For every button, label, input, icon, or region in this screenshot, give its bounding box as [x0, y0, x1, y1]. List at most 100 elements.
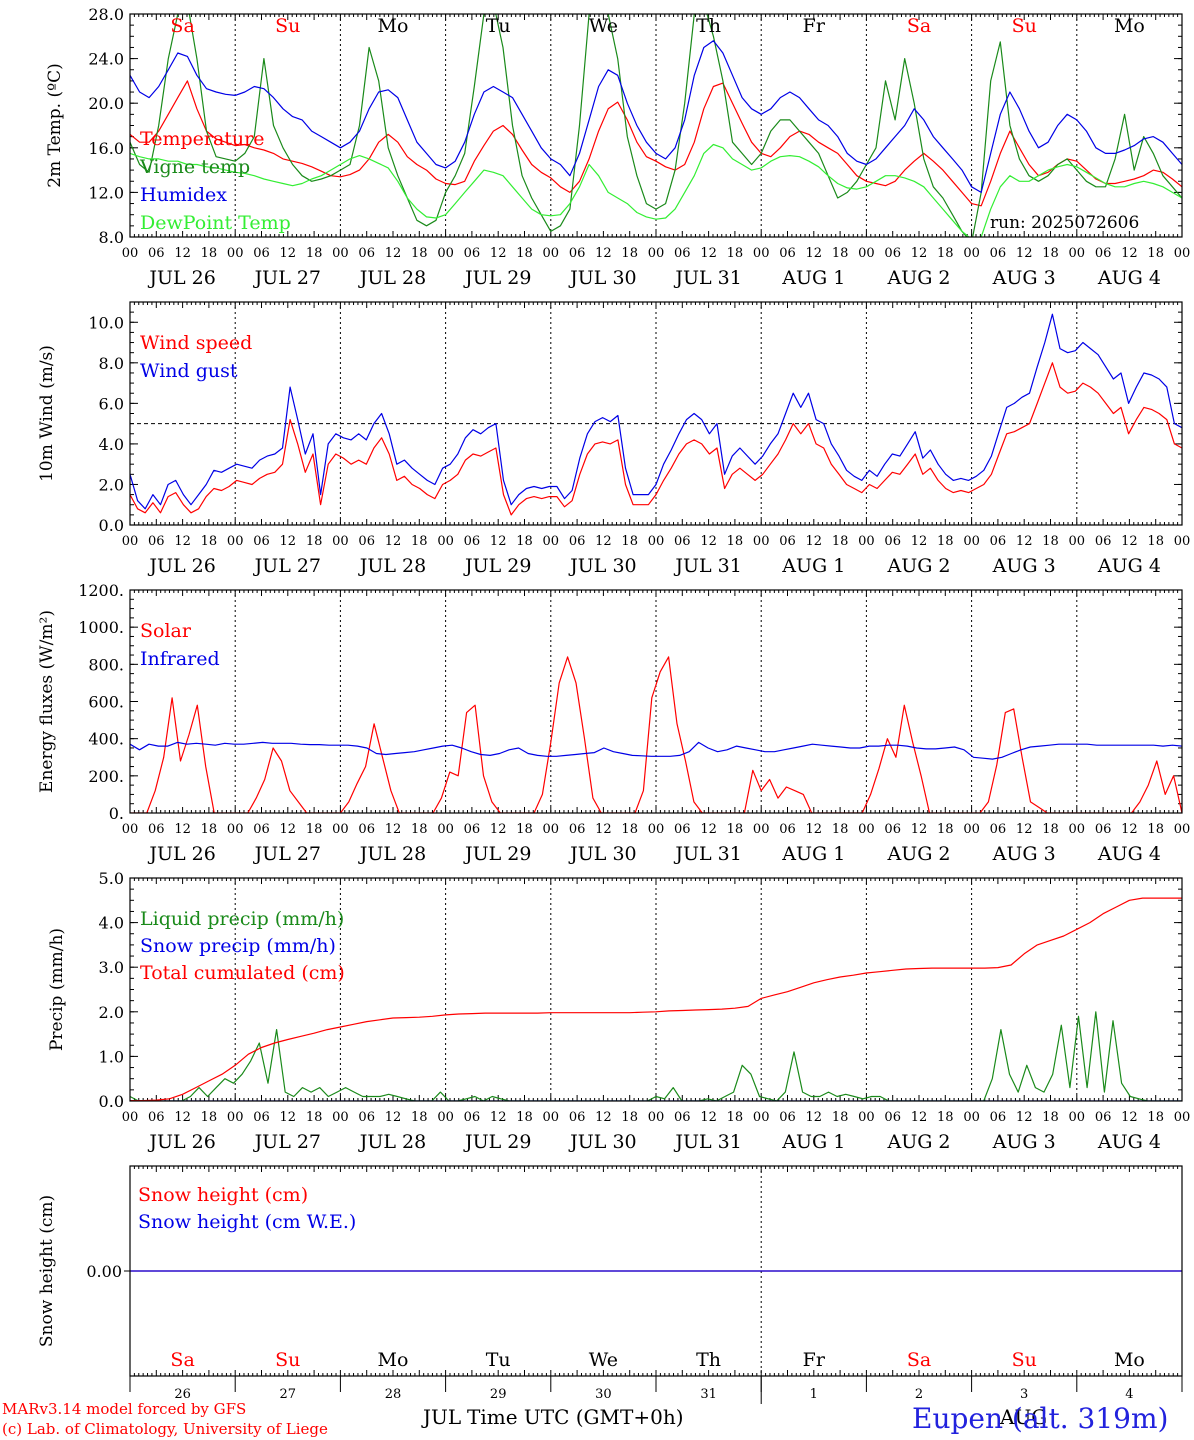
panel-3: 0. 200. 400. 600. 800. 1000. 1200. Solar Infrare…	[37, 581, 1190, 865]
date-label: JUL 30	[568, 267, 636, 289]
day-number: 29	[490, 1387, 507, 1402]
hour-label: 06	[884, 1110, 901, 1125]
y-tick-label: 3.0	[99, 958, 124, 977]
hour-label: 00	[227, 534, 244, 549]
date-label: AUG 2	[886, 1131, 950, 1153]
hour-label: 18	[306, 534, 323, 549]
hour-label: 00	[227, 246, 244, 261]
y-tick-label: 400.	[88, 730, 124, 749]
hour-label: 06	[148, 534, 165, 549]
y-axis-title: Snow height (cm)	[37, 1195, 57, 1347]
hour-label: 18	[1042, 822, 1059, 837]
hour-label: 06	[990, 822, 1007, 837]
series-temperature	[130, 80, 1182, 207]
hour-label: 12	[595, 1110, 612, 1125]
hour-label: 06	[569, 822, 586, 837]
hour-label: 00	[648, 534, 665, 549]
day-name: Sa	[170, 15, 194, 37]
hour-label: 18	[937, 534, 954, 549]
y-tick-label: 2.0	[99, 475, 124, 494]
date-label: JUL 28	[358, 843, 426, 865]
date-label: JUL 29	[463, 843, 531, 865]
y-tick-label: 20.0	[88, 94, 124, 113]
hour-label: 00	[543, 534, 560, 549]
y-axis-title: 2m Temp. (ºC)	[45, 63, 65, 188]
hour-label: 12	[385, 534, 402, 549]
hour-label: 12	[700, 534, 717, 549]
y-tick-label: 4.0	[99, 435, 124, 454]
hour-label: 06	[1095, 246, 1112, 261]
hour-label: 12	[1121, 822, 1138, 837]
day-name: Su	[1012, 1349, 1037, 1371]
hour-label: 06	[990, 1110, 1007, 1125]
series-liquid-precip-mm-h	[130, 1011, 1182, 1101]
hour-label: 06	[253, 822, 270, 837]
y-tick-label: 5.0	[99, 869, 124, 888]
date-label: JUL 26	[147, 1131, 215, 1153]
legend-entry: Infrared	[140, 648, 220, 670]
hour-label: 12	[806, 534, 823, 549]
date-label: JUL 31	[673, 267, 741, 289]
hour-label: 00	[858, 822, 875, 837]
hour-label: 00	[858, 534, 875, 549]
hour-label: 00	[122, 822, 139, 837]
hour-label: 06	[674, 1110, 691, 1125]
date-label: JUL 28	[358, 555, 426, 577]
hour-label: 00	[543, 822, 560, 837]
hour-label: 12	[280, 822, 297, 837]
hour-label: 06	[779, 534, 796, 549]
hour-label: 18	[621, 822, 638, 837]
y-tick-label: 2.0	[99, 1003, 124, 1022]
hour-label: 06	[779, 1110, 796, 1125]
date-label: AUG 3	[992, 555, 1056, 577]
hour-label: 12	[1016, 246, 1033, 261]
hour-label: 12	[1016, 1110, 1033, 1125]
hour-label: 06	[148, 246, 165, 261]
hour-label: 06	[1095, 534, 1112, 549]
hour-label: 00	[332, 246, 349, 261]
day-name: We	[589, 1349, 618, 1371]
date-label: AUG 2	[886, 267, 950, 289]
hour-label: 12	[806, 822, 823, 837]
date-label: JUL 26	[147, 843, 215, 865]
date-label: JUL 27	[253, 1131, 321, 1153]
hour-label: 06	[464, 534, 481, 549]
date-label: JUL 26	[147, 555, 215, 577]
hour-label: 12	[280, 534, 297, 549]
hour-label: 00	[122, 246, 139, 261]
hour-label: 06	[569, 534, 586, 549]
date-label: AUG 4	[1097, 1131, 1161, 1153]
hour-label: 06	[253, 534, 270, 549]
hour-label: 18	[516, 246, 533, 261]
hour-label: 12	[700, 246, 717, 261]
hour-label: 00	[437, 246, 454, 261]
hour-label: 18	[516, 1110, 533, 1125]
hour-label: 18	[727, 534, 744, 549]
hour-label: 12	[385, 1110, 402, 1125]
hour-label: 00	[753, 1110, 770, 1125]
hour-label: 00	[543, 1110, 560, 1125]
run-label: run: 2025072606	[990, 213, 1139, 233]
hour-label: 00	[227, 822, 244, 837]
day-number: 2	[915, 1387, 923, 1402]
hour-label: 06	[464, 246, 481, 261]
hour-label: 12	[1016, 534, 1033, 549]
day-number: 27	[280, 1387, 297, 1402]
hour-label: 12	[911, 246, 928, 261]
hour-label: 00	[753, 246, 770, 261]
day-name: Tu	[486, 15, 511, 37]
series-infrared	[130, 741, 1182, 760]
hour-label: 18	[411, 534, 428, 549]
date-label: AUG 3	[992, 1131, 1056, 1153]
day-name: Fr	[803, 1349, 826, 1371]
day-name: Mo	[378, 15, 409, 37]
hour-label: 06	[253, 246, 270, 261]
hour-label: 00	[332, 534, 349, 549]
hour-label: 06	[148, 822, 165, 837]
month-left-label: JUL	[421, 1405, 461, 1429]
hour-label: 12	[911, 534, 928, 549]
y-tick-label: 4.0	[99, 914, 124, 933]
hour-label: 18	[1042, 534, 1059, 549]
legend-entry: Temperature	[140, 128, 264, 150]
credit-line-1: MARv3.14 model forced by GFS	[2, 1400, 246, 1418]
